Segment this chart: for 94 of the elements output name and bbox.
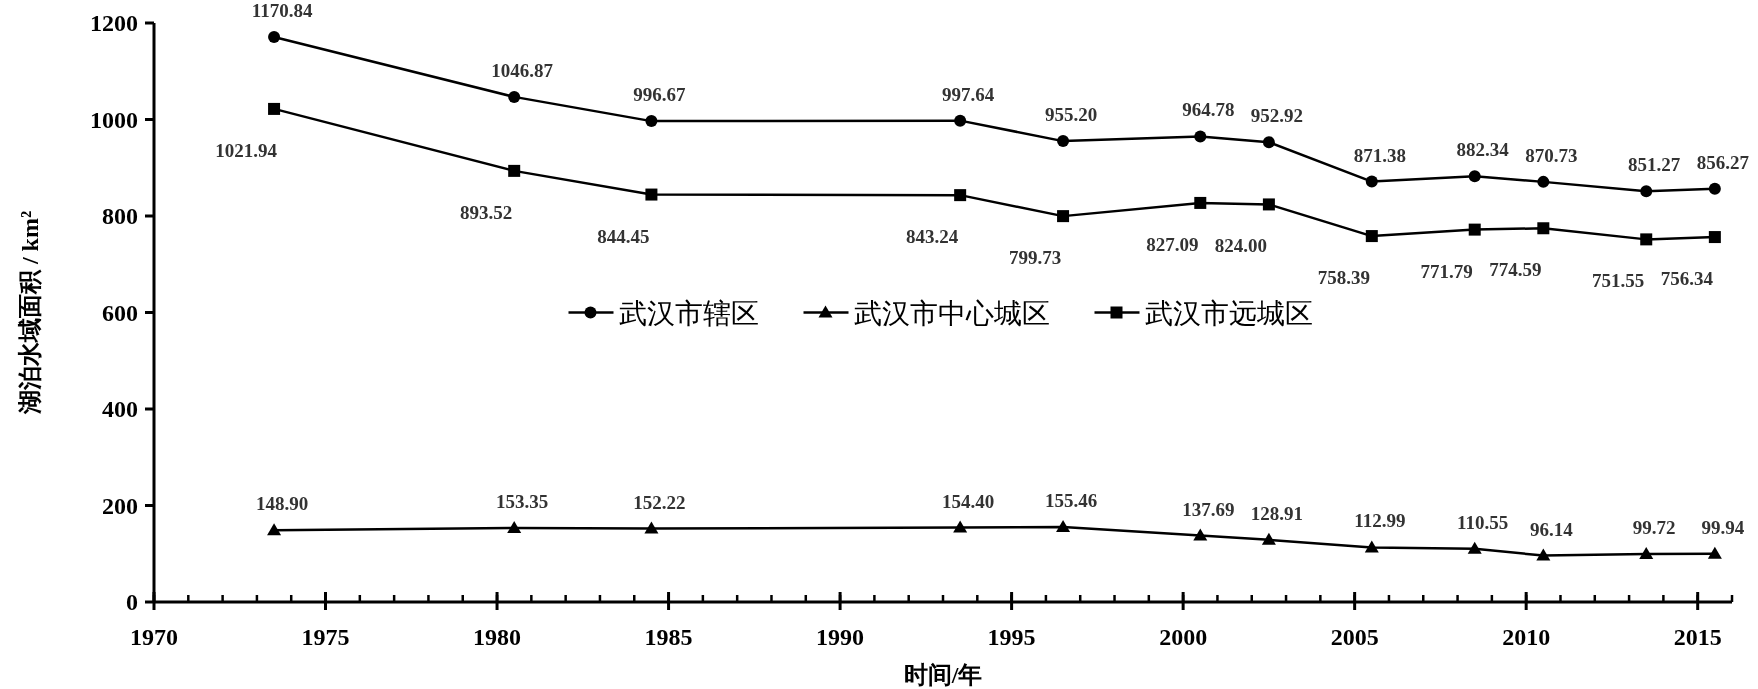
data-label: 137.69 <box>1182 498 1235 520</box>
point <box>1056 519 1071 532</box>
data-label: 99.94 <box>1701 516 1745 538</box>
data-label: 110.55 <box>1457 511 1509 533</box>
point <box>1708 182 1721 195</box>
data-label: 96.14 <box>1529 518 1574 540</box>
point <box>268 102 281 115</box>
data-label: 99.72 <box>1632 516 1676 538</box>
data-label: 824.00 <box>1214 235 1268 257</box>
x-tick-label: 2000 <box>1159 624 1208 650</box>
point <box>507 521 522 534</box>
y-tick-label: 200 <box>102 492 138 519</box>
point <box>1194 196 1207 209</box>
point <box>1467 541 1482 554</box>
point <box>1261 532 1276 545</box>
x-tick-label: 2005 <box>1330 624 1379 650</box>
data-label: 952.92 <box>1250 105 1304 127</box>
point <box>1262 136 1275 149</box>
point <box>1537 175 1550 188</box>
point <box>954 114 967 127</box>
point <box>508 164 521 177</box>
point <box>268 31 281 44</box>
x-tick-label: 1970 <box>130 624 178 650</box>
x-tick-label: 2015 <box>1673 624 1722 650</box>
point <box>954 189 967 202</box>
data-label: 774.59 <box>1489 259 1542 281</box>
data-label: 856.27 <box>1696 151 1750 173</box>
point <box>1640 185 1653 198</box>
data-label: 154.40 <box>942 490 995 512</box>
data-label: 152.22 <box>633 491 686 513</box>
data-label: 870.73 <box>1525 144 1578 166</box>
x-tick-label: 1985 <box>644 624 693 650</box>
data-label: 882.34 <box>1456 139 1510 161</box>
point <box>644 521 659 534</box>
y-tick-label: 600 <box>102 299 138 326</box>
legend-label: 武汉市中心城区 <box>853 297 1050 329</box>
point <box>267 523 282 536</box>
data-label: 756.34 <box>1660 268 1714 290</box>
data-label: 955.20 <box>1044 104 1098 126</box>
data-label: 996.67 <box>633 84 687 106</box>
data-label: 155.46 <box>1044 489 1098 511</box>
y-tick-label: 400 <box>102 396 138 422</box>
data-label: 799.73 <box>1008 247 1062 269</box>
data-label: 843.24 <box>906 226 959 248</box>
y-tick-label: 1200 <box>90 10 138 36</box>
data-label: 148.90 <box>255 493 309 515</box>
data-label: 827.09 <box>1146 233 1199 255</box>
point <box>1536 548 1551 561</box>
data-label: 851.27 <box>1628 154 1681 176</box>
data-label: 893.52 <box>460 201 513 223</box>
point <box>1262 198 1275 211</box>
x-tick-label: 1995 <box>987 624 1036 650</box>
point <box>1707 546 1722 559</box>
point <box>953 520 968 533</box>
point <box>1708 231 1721 244</box>
legend-label: 武汉市远城区 <box>1144 297 1313 329</box>
data-label: 112.99 <box>1354 510 1406 532</box>
point <box>1640 233 1653 246</box>
x-tick-label: 1980 <box>473 624 522 650</box>
point <box>1057 210 1070 223</box>
point <box>1537 222 1550 235</box>
point <box>508 90 521 103</box>
point <box>1468 170 1481 183</box>
x-axis-title: 时间/年 <box>903 662 983 688</box>
data-label: 997.64 <box>942 83 995 105</box>
point <box>1193 528 1208 541</box>
y-tick-label: 1000 <box>90 106 138 133</box>
point <box>645 115 658 128</box>
point <box>1639 546 1654 559</box>
data-label: 771.79 <box>1420 260 1473 282</box>
point <box>645 188 658 201</box>
point <box>1194 130 1207 143</box>
point <box>1057 135 1070 148</box>
data-label: 964.78 <box>1182 99 1235 121</box>
data-label: 758.39 <box>1317 267 1370 289</box>
legend-label: 武汉市辖区 <box>618 297 759 329</box>
data-label: 751.55 <box>1592 270 1645 292</box>
data-label: 844.45 <box>597 225 650 247</box>
data-label: 153.35 <box>496 491 549 513</box>
x-tick-label: 2010 <box>1502 624 1551 650</box>
point <box>1365 230 1378 243</box>
data-label: 128.91 <box>1250 502 1304 524</box>
point <box>1364 540 1379 553</box>
point <box>1468 223 1481 236</box>
y-tick-label: 0 <box>126 589 138 615</box>
data-label: 1021.94 <box>215 139 278 161</box>
y-tick-label: 800 <box>102 203 138 229</box>
data-label: 871.38 <box>1353 144 1406 166</box>
data-label: 1170.84 <box>251 0 313 22</box>
data-label: 1046.87 <box>491 59 554 81</box>
x-tick-label: 1975 <box>301 624 350 650</box>
y-axis-title: 湖泊水域面积 / km² <box>17 210 43 416</box>
point <box>1365 175 1378 188</box>
x-tick-label: 1990 <box>816 624 865 650</box>
